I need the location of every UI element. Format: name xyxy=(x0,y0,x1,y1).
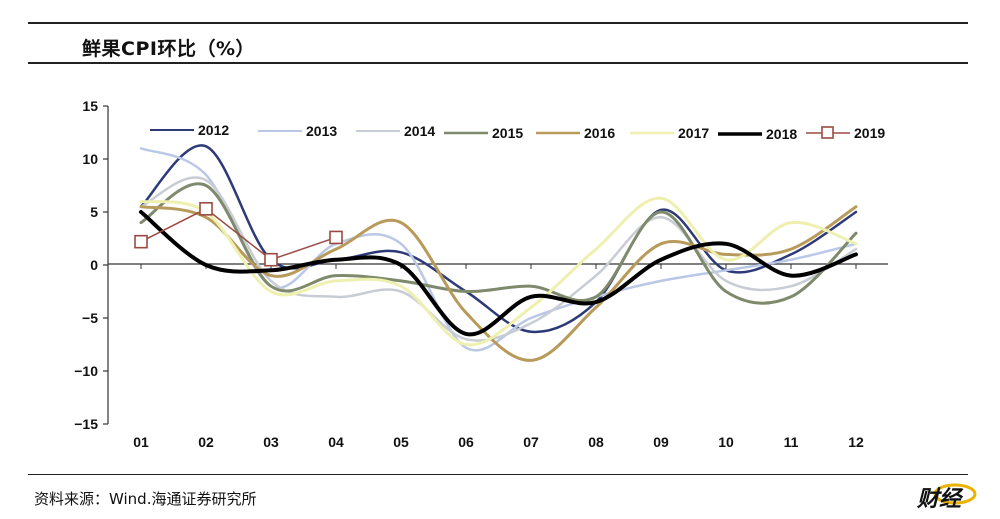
x-tick-label: 12 xyxy=(848,434,864,450)
brand-logo: 财经 xyxy=(916,483,977,512)
x-axis-ticks: 01 02 03 04 05 06 07 08 09 10 11 12 xyxy=(133,264,864,450)
legend-label-2019: 2019 xyxy=(854,125,885,141)
x-tick-label: 11 xyxy=(784,434,799,450)
chart-title: 鲜果CPI环比（%） xyxy=(82,38,255,60)
data-point-2019 xyxy=(134,234,148,249)
series-line-2014 xyxy=(139,176,858,342)
legend-label-2013: 2013 xyxy=(306,123,337,139)
series-line-2019 xyxy=(140,207,337,261)
data-point-2019 xyxy=(264,252,278,267)
series-line-2018 xyxy=(139,210,858,337)
x-tick-label: 10 xyxy=(718,434,734,450)
y-tick-label: 15 xyxy=(82,98,98,114)
logo-text: 财经 xyxy=(916,486,964,512)
legend-label-2015: 2015 xyxy=(492,125,523,141)
x-tick-label: 04 xyxy=(328,434,344,450)
legend-label-2012: 2012 xyxy=(198,122,229,138)
x-tick-label: 02 xyxy=(198,434,214,450)
y-axis-ticks: 15 10 5 0 −5 −10 −15 xyxy=(74,98,108,432)
y-tick-label: 0 xyxy=(90,257,98,273)
series-line-2012 xyxy=(139,144,858,334)
y-tick-label: 5 xyxy=(90,204,98,220)
legend-label-2017: 2017 xyxy=(678,125,709,141)
x-tick-label: 08 xyxy=(588,434,604,450)
bottom-rule xyxy=(28,474,968,475)
y-tick-label: −15 xyxy=(74,416,98,432)
series-line-2017 xyxy=(139,196,858,347)
x-tick-label: 05 xyxy=(393,434,409,450)
data-point-2019 xyxy=(199,202,213,216)
series-layer xyxy=(134,144,858,362)
legend-label-2016: 2016 xyxy=(584,125,615,141)
title-rule xyxy=(28,62,968,64)
x-tick-label: 06 xyxy=(458,434,474,450)
y-tick-label: −5 xyxy=(82,310,98,326)
y-tick-label: 10 xyxy=(82,151,98,167)
y-tick-label: −10 xyxy=(74,363,98,379)
x-tick-label: 07 xyxy=(523,434,539,450)
series-line-2016 xyxy=(139,205,858,362)
top-rule xyxy=(28,22,968,24)
x-tick-label: 01 xyxy=(133,434,149,450)
source-note: 资料来源：Wind.海通证券研究所 xyxy=(34,490,257,508)
data-point-2019 xyxy=(329,230,343,245)
x-tick-label: 09 xyxy=(653,434,669,450)
legend: 2012 2013 2014 2015 2016 2017 2018 2019 xyxy=(150,122,885,142)
x-tick-label: 03 xyxy=(263,434,279,450)
legend-marker-2019 xyxy=(821,126,834,139)
legend-label-2014: 2014 xyxy=(404,123,435,139)
legend-label-2018: 2018 xyxy=(766,126,797,142)
series-line-2015 xyxy=(139,182,858,305)
